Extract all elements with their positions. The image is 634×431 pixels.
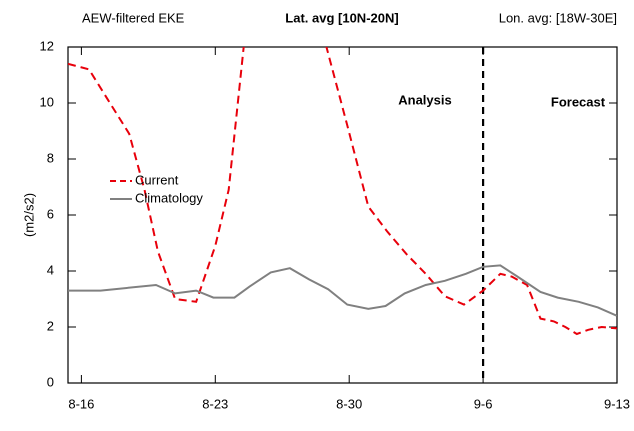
y-tick-label: 10: [40, 94, 54, 109]
series-line: [68, 264, 617, 317]
chart-title: Lat. avg [10N-20N]: [285, 10, 398, 25]
x-tick-label: 8-23: [202, 396, 228, 411]
x-tick-label: 9-6: [474, 396, 493, 411]
x-tick-label: 9-13: [604, 396, 630, 411]
annotation: Analysis: [398, 92, 451, 107]
y-tick-label: 2: [47, 318, 54, 333]
y-tick-label: 4: [47, 262, 54, 277]
y-tick-label: 6: [47, 206, 54, 221]
x-tick-label: 8-30: [336, 396, 362, 411]
legend-label: Climatology: [135, 190, 203, 205]
y-tick-label: 0: [47, 374, 54, 389]
right-title: Lon. avg: [18W-30E]: [499, 10, 617, 25]
x-tick-label: 8-16: [68, 396, 94, 411]
left-title: AEW-filtered EKE: [82, 10, 185, 25]
series-line: [68, 47, 617, 336]
y-axis-label: (m2/s2): [21, 193, 36, 237]
plot-frame: [67, 46, 618, 384]
legend-label: Current: [135, 172, 179, 187]
y-tick-label: 8: [47, 150, 54, 165]
annotation: Forecast: [551, 94, 606, 109]
y-tick-label: 12: [40, 38, 54, 53]
